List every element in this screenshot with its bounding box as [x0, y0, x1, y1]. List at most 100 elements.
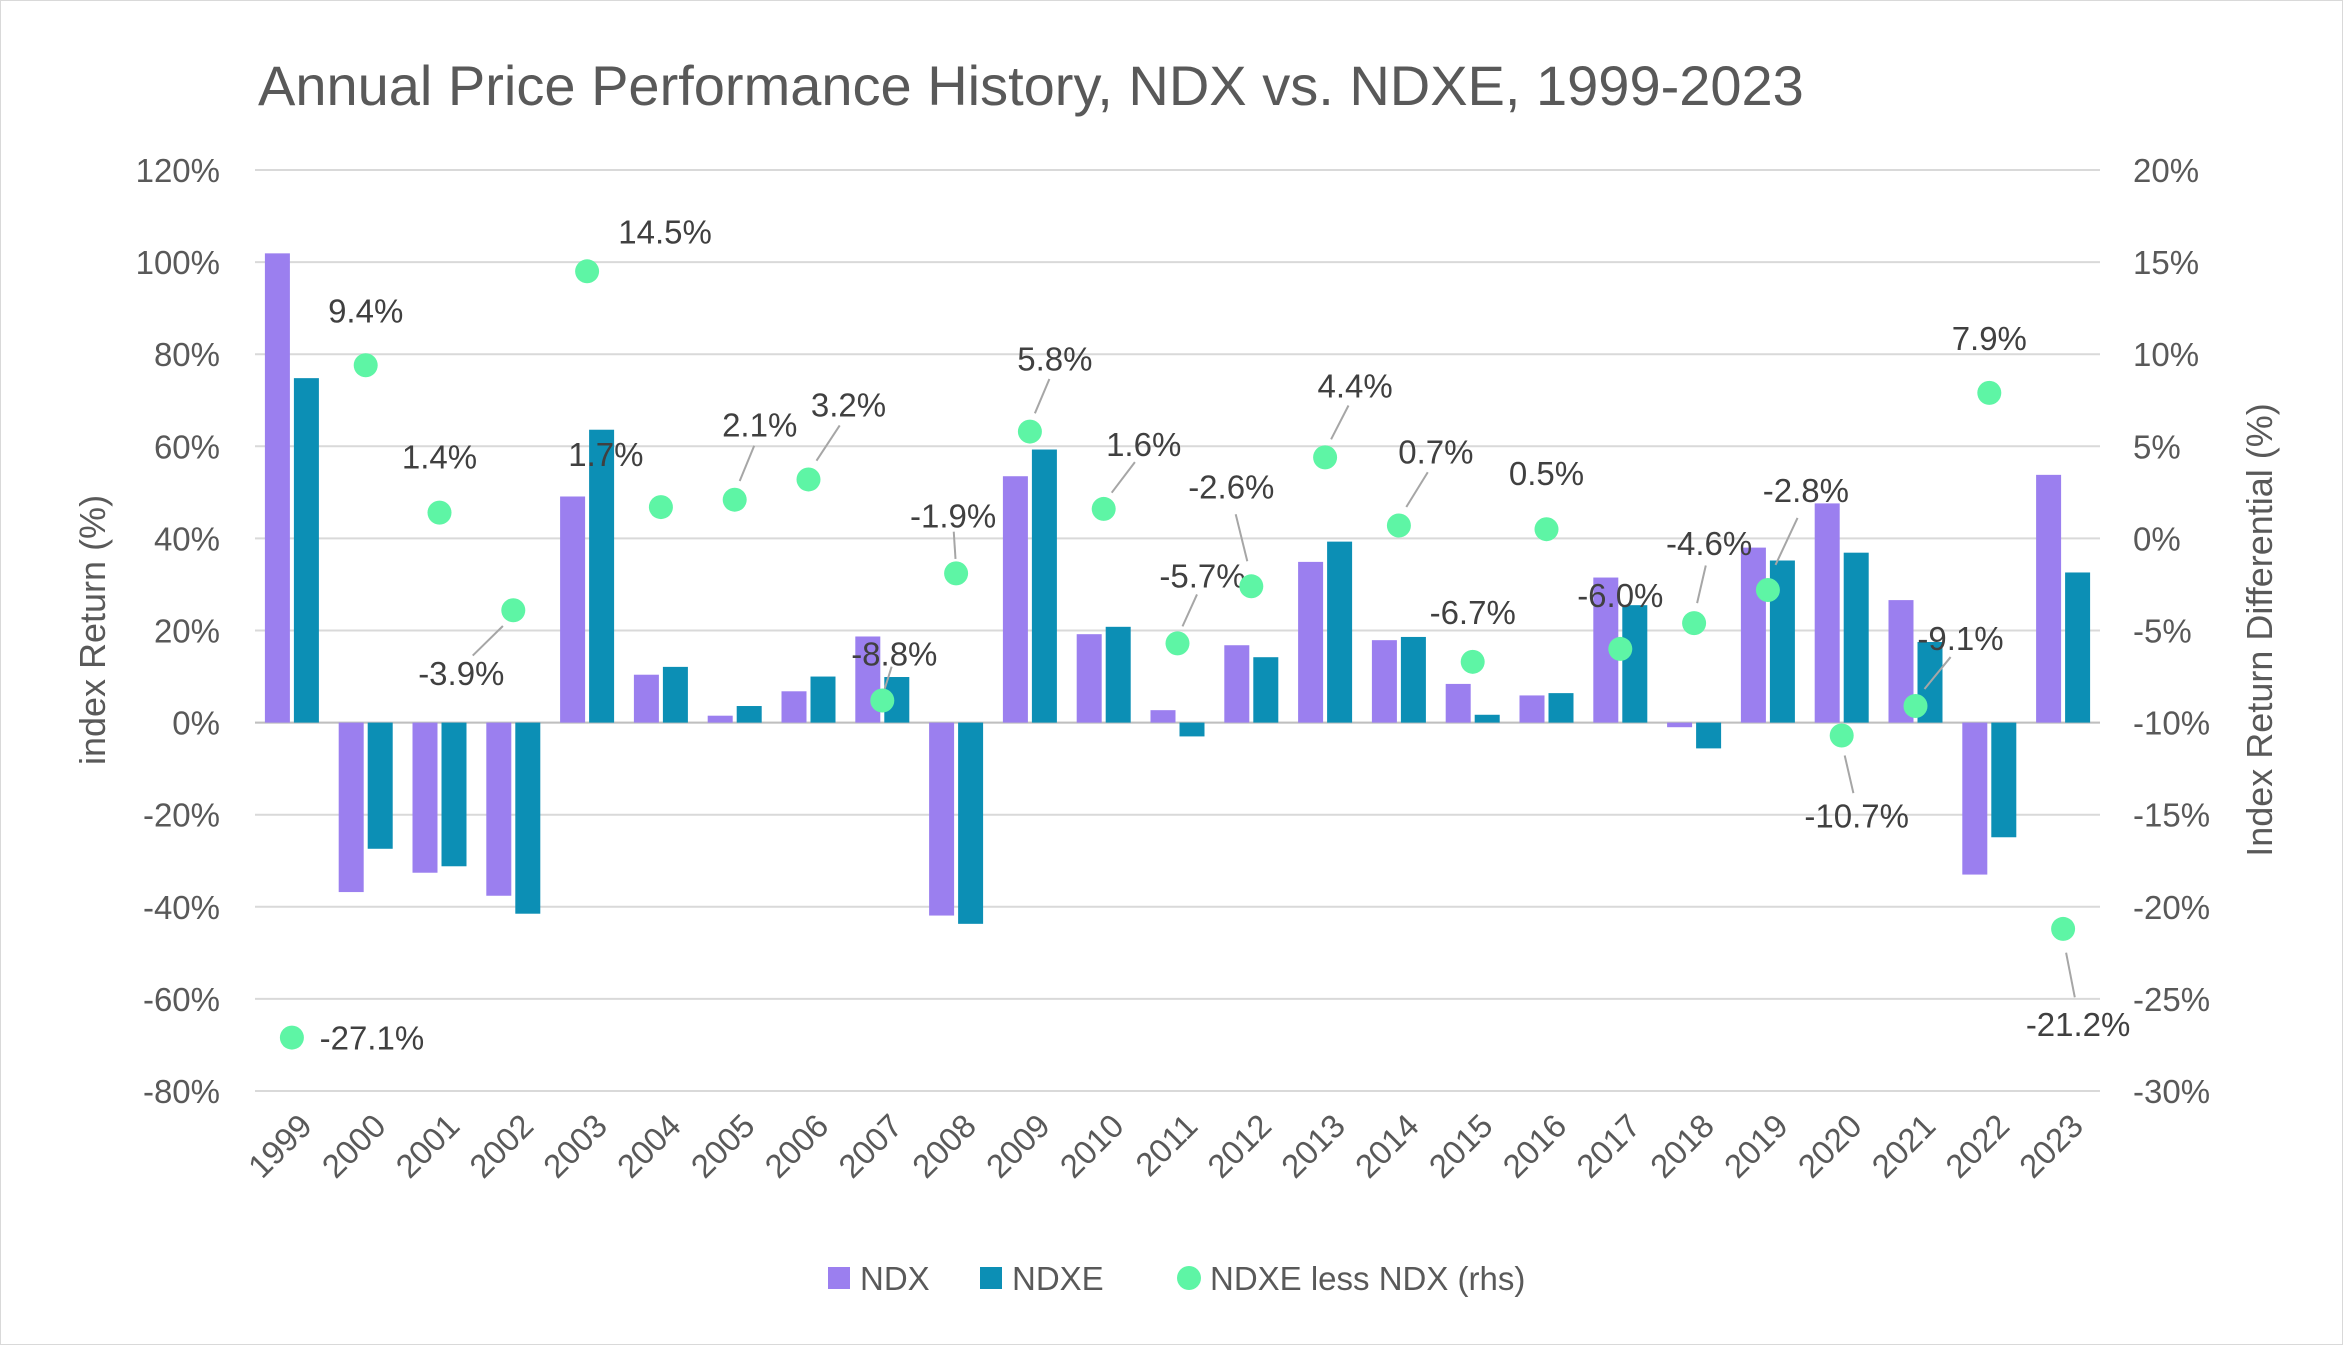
x-tick-label: 2014: [1348, 1107, 1426, 1185]
bar-ndx-2022: [1962, 722, 1988, 875]
data-label: -3.9%: [418, 655, 504, 692]
y2-tick-label: 0%: [2133, 520, 2181, 557]
y-tick-label: 0%: [172, 705, 220, 742]
bar-ndx-2004: [633, 674, 659, 723]
point-2009: [1017, 419, 1042, 444]
bar-ndx-2019: [1740, 547, 1766, 723]
bar-ndx-2023: [2036, 474, 2062, 723]
point-2010: [1091, 496, 1116, 521]
x-tick-label: 2015: [1422, 1107, 1500, 1185]
x-tick-label: 2012: [1200, 1107, 1278, 1185]
point-1999: [279, 1025, 304, 1050]
x-tick-label: 2005: [684, 1107, 762, 1185]
data-label: 9.4%: [328, 292, 403, 329]
data-label: 4.4%: [1317, 367, 1392, 404]
point-2001: [427, 500, 452, 525]
bar-ndx-2012: [1224, 645, 1250, 723]
legend: NDX NDXE NDXE less NDX (rhs): [828, 1260, 1525, 1297]
data-label: -6.7%: [1430, 594, 1516, 631]
x-tick-label: 2000: [315, 1107, 393, 1185]
bar-ndx-2011: [1150, 710, 1176, 723]
point-2011: [1165, 631, 1190, 656]
scatter-series: [279, 259, 2076, 1050]
x-tick-label: 2010: [1053, 1107, 1131, 1185]
y-tick-label: 80%: [154, 336, 220, 373]
y-axis-title: index Return (%): [72, 495, 113, 765]
bar-ndx-2008: [929, 722, 955, 916]
point-2022: [1977, 380, 2002, 405]
bar-ndx-2013: [1298, 561, 1324, 723]
x-tick-label: 2021: [1864, 1107, 1942, 1185]
y-tick-label: -20%: [143, 797, 220, 834]
legend-swatch-differential: [1177, 1266, 1201, 1290]
x-tick-label: 2006: [757, 1107, 835, 1185]
legend-label: NDXE: [1012, 1260, 1104, 1297]
y2-tick-label: -30%: [2133, 1073, 2210, 1110]
y-tick-label: -80%: [143, 1073, 220, 1110]
data-label: 7.9%: [1952, 320, 2027, 357]
data-label: 0.5%: [1509, 455, 1584, 492]
point-2018: [1682, 611, 1707, 636]
bar-ndxe-2017: [1622, 605, 1648, 723]
x-tick-label: 2008: [905, 1107, 983, 1185]
bar-ndxe-2008: [958, 722, 984, 924]
x-tick-label: 2013: [1274, 1107, 1352, 1185]
y2-tick-label: 5%: [2133, 428, 2181, 465]
data-label: 1.4%: [402, 439, 477, 476]
y-tick-label: 20%: [154, 613, 220, 650]
label-leader-line: [1774, 517, 1799, 566]
chart-title: Annual Price Performance History, NDX vs…: [258, 54, 1804, 117]
label-leader-line: [883, 666, 893, 690]
y2-tick-label: -15%: [2133, 797, 2210, 834]
y2-tick-label: 10%: [2133, 336, 2199, 373]
data-label: 2.1%: [722, 407, 797, 444]
bar-ndx-2005: [707, 715, 733, 723]
label-leader-line: [1923, 656, 1952, 690]
data-label: 0.7%: [1398, 434, 1473, 471]
bar-ndxe-1999: [293, 378, 319, 723]
data-label: -1.9%: [910, 497, 996, 534]
x-tick-label: 2003: [536, 1107, 614, 1185]
bar-ndx-1999: [264, 253, 290, 723]
bar-ndxe-2009: [1031, 449, 1057, 723]
point-2004: [648, 495, 673, 520]
point-2007: [870, 688, 895, 713]
x-tick-label: 2016: [1495, 1107, 1573, 1185]
data-label: 1.6%: [1106, 426, 1181, 463]
bar-ndx-2009: [1002, 476, 1028, 723]
x-tick-label: 2001: [388, 1107, 466, 1185]
data-label: -8.8%: [851, 635, 937, 672]
bar-ndx-2010: [1076, 634, 1102, 723]
legend-label: NDX: [860, 1260, 930, 1297]
bar-ndxe-2022: [1991, 722, 2017, 838]
bar-ndx-2020: [1814, 503, 1840, 723]
bar-ndxe-2016: [1548, 693, 1574, 723]
bar-ndx-2000: [338, 722, 364, 893]
x-tick-label: 2011: [1128, 1107, 1204, 1183]
y-tick-label: -40%: [143, 889, 220, 926]
bar-ndx-2015: [1445, 683, 1471, 723]
label-leader-line: [1110, 461, 1136, 494]
x-tick-label: 2019: [1717, 1107, 1795, 1185]
bar-ndx-2001: [412, 722, 438, 873]
bar-ndxe-2012: [1253, 657, 1279, 723]
data-label: -4.6%: [1666, 525, 1752, 562]
data-label: 14.5%: [618, 213, 712, 250]
y2-axis-title: Index Return Differential (%): [2239, 403, 2280, 857]
data-labels: -27.1% 9.4% 1.4% -3.9% 14.5% 1.7% 2.1% 3.2% -8.8…: [320, 213, 2131, 1056]
x-tick-label: 2007: [831, 1107, 909, 1185]
bar-ndx-2003: [560, 496, 586, 723]
point-2008: [944, 561, 969, 586]
bar-ndxe-2000: [367, 722, 393, 849]
bar-ndxe-2023: [2065, 572, 2091, 723]
bar-ndxe-2004: [662, 666, 688, 723]
bar-ndxe-2018: [1696, 722, 1722, 749]
label-leader-line: [1330, 405, 1350, 440]
y2-tick-label: -20%: [2133, 889, 2210, 926]
bar-ndxe-2010: [1105, 626, 1131, 723]
data-label: 1.7%: [568, 436, 643, 473]
legend-swatch-ndxe: [980, 1267, 1002, 1289]
x-tick-label: 2004: [610, 1107, 688, 1185]
data-label: -21.2%: [2026, 1006, 2131, 1043]
label-leader-line: [815, 424, 841, 462]
